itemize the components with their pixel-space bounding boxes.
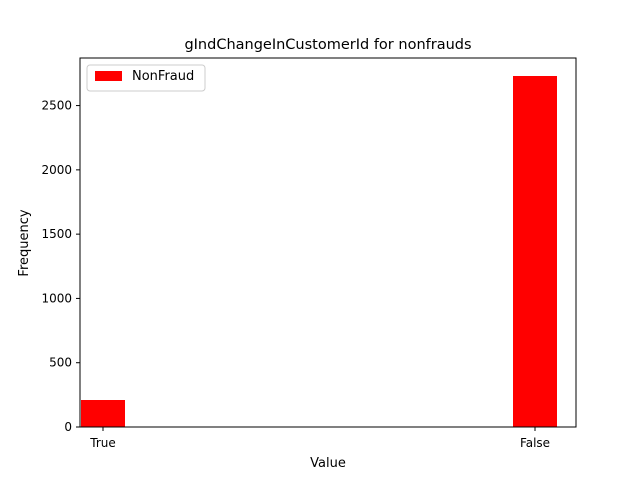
x-axis-label: Value	[310, 456, 346, 471]
legend-label-nonfraud: NonFraud	[132, 69, 194, 84]
x-tick-label: False	[520, 436, 550, 450]
y-tick-label: 0	[64, 420, 72, 434]
y-axis-label: Frequency	[17, 209, 32, 276]
x-tick-label: True	[89, 436, 116, 450]
x-ticks-group: True False	[89, 427, 550, 450]
chart-title: gIndChangeInCustomerId for nonfrauds	[184, 37, 471, 53]
plot-area-frame	[79, 57, 577, 428]
y-tick-label: 1500	[41, 227, 72, 241]
y-tick-label: 2000	[41, 163, 72, 177]
legend-swatch	[95, 71, 122, 81]
y-ticks-group: 0 500 1000 1500 2000 2500	[41, 99, 80, 434]
legend: NonFraud	[86, 64, 206, 92]
bars-group	[81, 76, 557, 427]
y-tick-label: 1000	[41, 291, 72, 305]
y-tick-label: 500	[49, 356, 72, 370]
y-tick-label: 2500	[41, 99, 72, 113]
bar-false	[513, 76, 557, 427]
bar-true	[81, 400, 125, 427]
